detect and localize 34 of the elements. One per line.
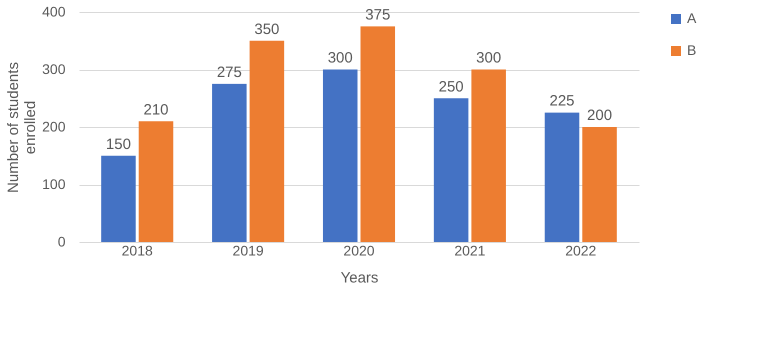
data-label: 250: [438, 78, 464, 96]
bar: [250, 40, 284, 242]
y-tick-label: 100: [42, 176, 66, 192]
data-label: 225: [549, 92, 575, 110]
legend-label: A: [687, 10, 697, 26]
bar: [360, 26, 396, 242]
y-tick-label: 300: [42, 61, 66, 77]
data-label: 375: [365, 6, 390, 24]
x-tick-label: 2019: [232, 242, 264, 258]
x-tick-label: 2020: [343, 242, 375, 258]
legend-label: B: [687, 42, 696, 58]
data-label: 300: [476, 50, 502, 66]
bar: [101, 156, 136, 242]
data-label: 210: [143, 101, 169, 118]
y-axis-title: Number of students enrolled: [5, 62, 40, 193]
bar: [544, 112, 580, 242]
data-label: 150: [106, 136, 131, 153]
bar: [434, 98, 468, 242]
bar: [212, 84, 247, 242]
y-tick-label: 0: [58, 234, 66, 250]
data-label: 200: [587, 107, 612, 124]
x-tick-label: 2022: [565, 242, 597, 258]
x-axis-title: Years: [340, 270, 378, 286]
bar: [582, 127, 617, 242]
y-tick-label: 400: [42, 4, 66, 20]
bar: [138, 121, 174, 242]
bar: [471, 70, 506, 242]
x-tick-label: 2021: [454, 242, 486, 258]
x-tick-label: 2018: [122, 242, 153, 258]
data-label: 300: [328, 50, 353, 66]
bar: [322, 70, 358, 242]
data-label: 350: [254, 20, 280, 38]
y-tick-label: 200: [42, 118, 66, 134]
data-label: 275: [216, 64, 242, 81]
